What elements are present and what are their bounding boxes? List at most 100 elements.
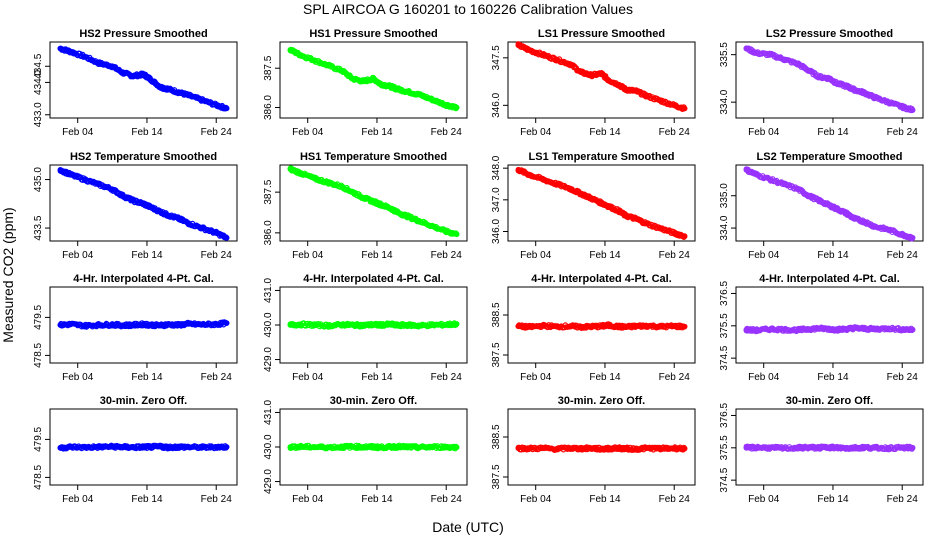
data-point (287, 322, 294, 328)
data-point (377, 81, 384, 87)
x-tick-label: Feb 04 (292, 250, 324, 261)
data-point (147, 76, 154, 83)
data-point (223, 105, 230, 112)
data-point (577, 190, 584, 197)
y-tick-label: 386.0 (263, 220, 274, 245)
data-point (109, 186, 116, 193)
data-point (553, 181, 560, 187)
data-point (453, 321, 460, 327)
data-point (325, 322, 332, 329)
x-tick-label: Feb 14 (131, 372, 163, 383)
y-tick-label: 334.0 (719, 89, 730, 114)
data-point (67, 321, 74, 328)
data-point (57, 167, 64, 173)
panel: 30-min. Zero Off. Feb 04 Feb 14 Feb 24 429.0… (263, 395, 468, 505)
data-point (795, 444, 802, 451)
data-point (909, 107, 916, 113)
x-axis-title: Date (UTC) (432, 519, 504, 535)
data-point (311, 175, 318, 182)
panel: 4-Hr. Interpolated 4-Pt. Cal. Feb 04 Feb 1… (491, 273, 696, 383)
data-point (311, 322, 318, 328)
y-tick-label: 347.0 (491, 187, 502, 212)
data-point (297, 52, 304, 58)
x-tick-label: Feb 24 (431, 127, 463, 138)
y-tick-label: 376.5 (719, 281, 730, 306)
data-point (671, 445, 678, 452)
data-point (753, 50, 760, 56)
data-point (871, 444, 878, 451)
y-tick-label: 434.5 (33, 53, 44, 78)
data-point (539, 176, 546, 183)
data-point (622, 86, 629, 93)
data-point (598, 200, 605, 206)
data-point (515, 323, 522, 330)
data-point (199, 444, 206, 451)
data-point (871, 223, 878, 230)
data-point (140, 71, 147, 78)
data-point (81, 322, 88, 329)
x-tick-label: Feb 14 (817, 372, 849, 383)
data-point (598, 70, 605, 77)
data-point (805, 326, 812, 332)
data-point (394, 209, 401, 216)
data-point (643, 445, 650, 452)
series-points (515, 166, 688, 241)
data-point (671, 102, 678, 109)
data-point (140, 444, 147, 450)
data-point (805, 192, 812, 199)
data-point (57, 444, 64, 451)
panel: LS1 Pressure Smoothed Feb 04 Feb 14 Feb 24 3… (491, 28, 696, 138)
data-point (885, 99, 892, 106)
y-tick-label: 334.0 (719, 215, 730, 240)
y-tick-label: 387.5 (263, 179, 274, 204)
data-point (767, 51, 774, 58)
data-point (826, 75, 833, 82)
x-tick-label: Feb 14 (817, 127, 849, 138)
data-point (360, 322, 367, 329)
data-point (130, 444, 137, 451)
y-tick-label: 374.5 (719, 345, 730, 370)
data-point (349, 322, 356, 328)
data-point (199, 225, 206, 232)
panel: HS1 Pressure Smoothed Feb 04 Feb 14 Feb 24 3… (263, 28, 468, 138)
data-point (95, 181, 102, 188)
data-point (826, 326, 833, 332)
panel: 30-min. Zero Off. Feb 04 Feb 14 Feb 24 387.5… (491, 395, 696, 505)
data-point (553, 56, 560, 63)
data-point (95, 60, 102, 66)
data-point (767, 326, 774, 332)
data-point (615, 323, 622, 330)
series-points (57, 319, 230, 330)
data-point (743, 45, 750, 52)
panel: LS2 Temperature Smoothed Feb 04 Feb 14 Feb … (719, 151, 924, 261)
series-points (743, 324, 916, 335)
data-point (885, 325, 892, 332)
data-point (157, 443, 164, 450)
plot-frame (49, 164, 238, 242)
panel: LS1 Temperature Smoothed Feb 04 Feb 14 Feb … (491, 151, 696, 261)
data-point (643, 92, 650, 99)
data-point (223, 234, 230, 241)
y-tick-label: 431.0 (263, 278, 274, 303)
data-point (781, 56, 788, 63)
data-point (405, 444, 412, 450)
data-point (871, 94, 878, 101)
data-point (443, 102, 450, 108)
data-point (843, 210, 850, 217)
data-point (377, 201, 384, 208)
data-point (515, 42, 522, 49)
data-point (325, 444, 332, 451)
data-point (349, 75, 356, 82)
panel-title: 4-Hr. Interpolated 4-Pt. Cal. (303, 273, 444, 285)
data-point (81, 444, 88, 451)
x-tick-label: Feb 24 (659, 127, 691, 138)
data-point (297, 170, 304, 177)
data-point (185, 92, 192, 99)
data-point (349, 443, 356, 450)
y-tick-label: 478.5 (33, 464, 44, 489)
data-point (147, 322, 154, 328)
data-point (899, 104, 906, 110)
data-point (681, 323, 688, 330)
x-tick-label: Feb 14 (361, 127, 393, 138)
y-tick-label: 434.0 (33, 69, 44, 94)
